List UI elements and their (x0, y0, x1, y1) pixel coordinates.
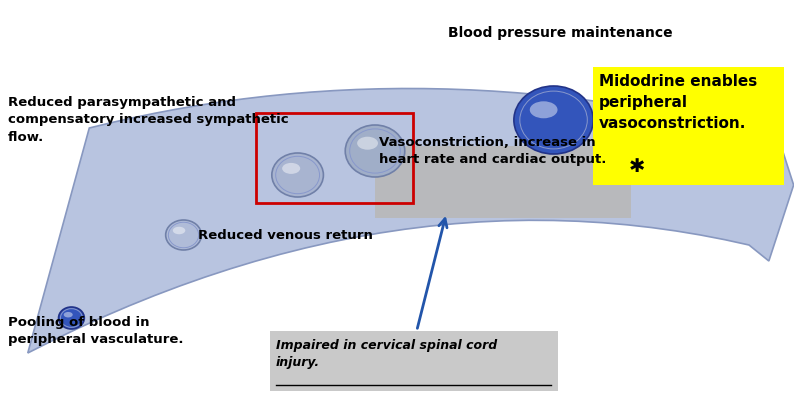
Ellipse shape (357, 138, 378, 150)
Text: Reduced parasympathetic and
compensatory increased sympathetic
flow.: Reduced parasympathetic and compensatory… (8, 96, 289, 144)
FancyBboxPatch shape (270, 331, 558, 391)
Text: Blood pressure maintenance: Blood pressure maintenance (448, 26, 673, 40)
Ellipse shape (514, 87, 594, 154)
Text: Pooling of blood in
peripheral vasculature.: Pooling of blood in peripheral vasculatu… (8, 315, 183, 346)
Bar (256, 114, 413, 204)
Ellipse shape (272, 154, 323, 197)
Ellipse shape (64, 312, 73, 318)
Polygon shape (28, 89, 794, 353)
Text: Midodrine enables
peripheral
vasoconstriction.: Midodrine enables peripheral vasoconstri… (599, 74, 758, 131)
Ellipse shape (530, 102, 558, 119)
FancyBboxPatch shape (594, 68, 784, 185)
Ellipse shape (173, 227, 186, 235)
Ellipse shape (282, 164, 300, 174)
Text: Reduced venous return: Reduced venous return (198, 229, 374, 242)
Ellipse shape (58, 307, 84, 329)
Text: Vasoconstriction, increase in
heart rate and cardiac output.: Vasoconstriction, increase in heart rate… (379, 136, 606, 166)
FancyBboxPatch shape (375, 147, 631, 218)
Ellipse shape (166, 221, 202, 250)
Text: ✱: ✱ (629, 156, 646, 175)
Ellipse shape (346, 126, 405, 178)
Text: Impaired in cervical spinal cord
injury.: Impaired in cervical spinal cord injury. (276, 338, 497, 368)
